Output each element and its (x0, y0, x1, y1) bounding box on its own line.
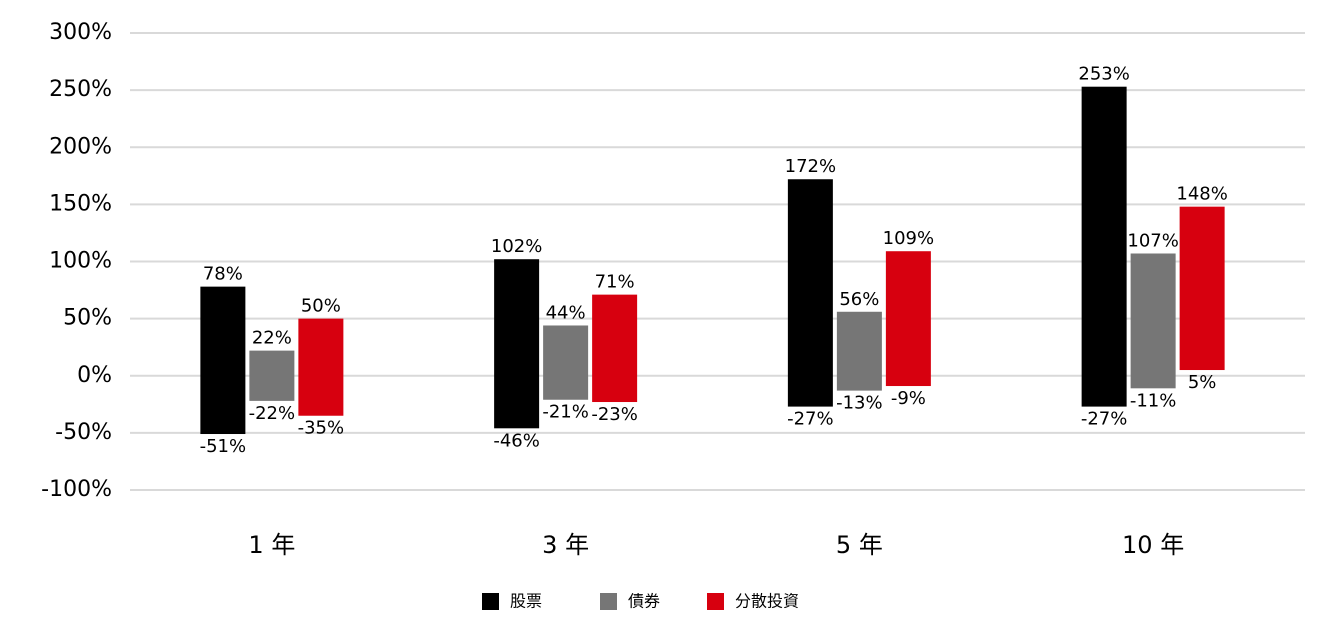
bar (885, 251, 931, 387)
value-label: -46% (493, 430, 540, 451)
bar (200, 286, 246, 435)
value-label: -23% (591, 404, 638, 425)
value-label: 44% (546, 302, 586, 323)
value-label: -51% (200, 436, 247, 457)
bar (836, 311, 882, 391)
legend-label: 股票 (510, 592, 542, 611)
value-label: -27% (1081, 409, 1128, 430)
value-label: 56% (839, 289, 879, 310)
value-label: -21% (542, 402, 589, 423)
value-label: 22% (252, 328, 292, 349)
value-label: -35% (298, 418, 345, 439)
value-label: 71% (595, 272, 635, 293)
y-tick-label: 150% (49, 191, 112, 216)
bar (592, 294, 638, 403)
bar (787, 179, 833, 407)
legend-label: 債券 (628, 592, 660, 611)
y-tick-label: 300% (49, 20, 112, 45)
value-label: 148% (1176, 184, 1227, 205)
x-tick-label: 3 年 (542, 531, 589, 559)
y-tick-label: 50% (63, 306, 112, 331)
y-tick-label: 200% (49, 134, 112, 159)
bar (494, 259, 540, 429)
value-label: 107% (1127, 231, 1178, 252)
value-label: -27% (787, 409, 834, 430)
value-label: -22% (249, 403, 296, 424)
bar (543, 325, 589, 400)
bar (298, 318, 344, 416)
value-label: -13% (836, 393, 883, 414)
bar (249, 350, 295, 401)
value-label: 5% (1188, 372, 1217, 393)
y-tick-label: -100% (41, 477, 112, 502)
y-tick-label: 0% (77, 363, 112, 388)
x-tick-label: 1 年 (248, 531, 295, 559)
value-label: -9% (891, 388, 926, 409)
x-tick-label: 10 年 (1122, 531, 1184, 559)
y-tick-label: 250% (49, 77, 112, 102)
bar (1179, 206, 1225, 371)
x-tick-label: 5 年 (836, 531, 883, 559)
legend-label: 分散投資 (735, 592, 799, 611)
value-label: 102% (491, 236, 542, 257)
value-label: 253% (1078, 64, 1129, 85)
value-label: -11% (1130, 390, 1177, 411)
legend-swatch (600, 593, 617, 610)
value-label: 78% (203, 264, 243, 285)
bar (1081, 86, 1127, 407)
legend-swatch (482, 593, 499, 610)
legend-swatch (707, 593, 724, 610)
bar (1130, 253, 1176, 389)
y-tick-label: 100% (49, 249, 112, 274)
value-label: 109% (883, 228, 934, 249)
value-label: 50% (301, 296, 341, 317)
y-tick-label: -50% (55, 420, 112, 445)
value-label: 172% (785, 156, 836, 177)
